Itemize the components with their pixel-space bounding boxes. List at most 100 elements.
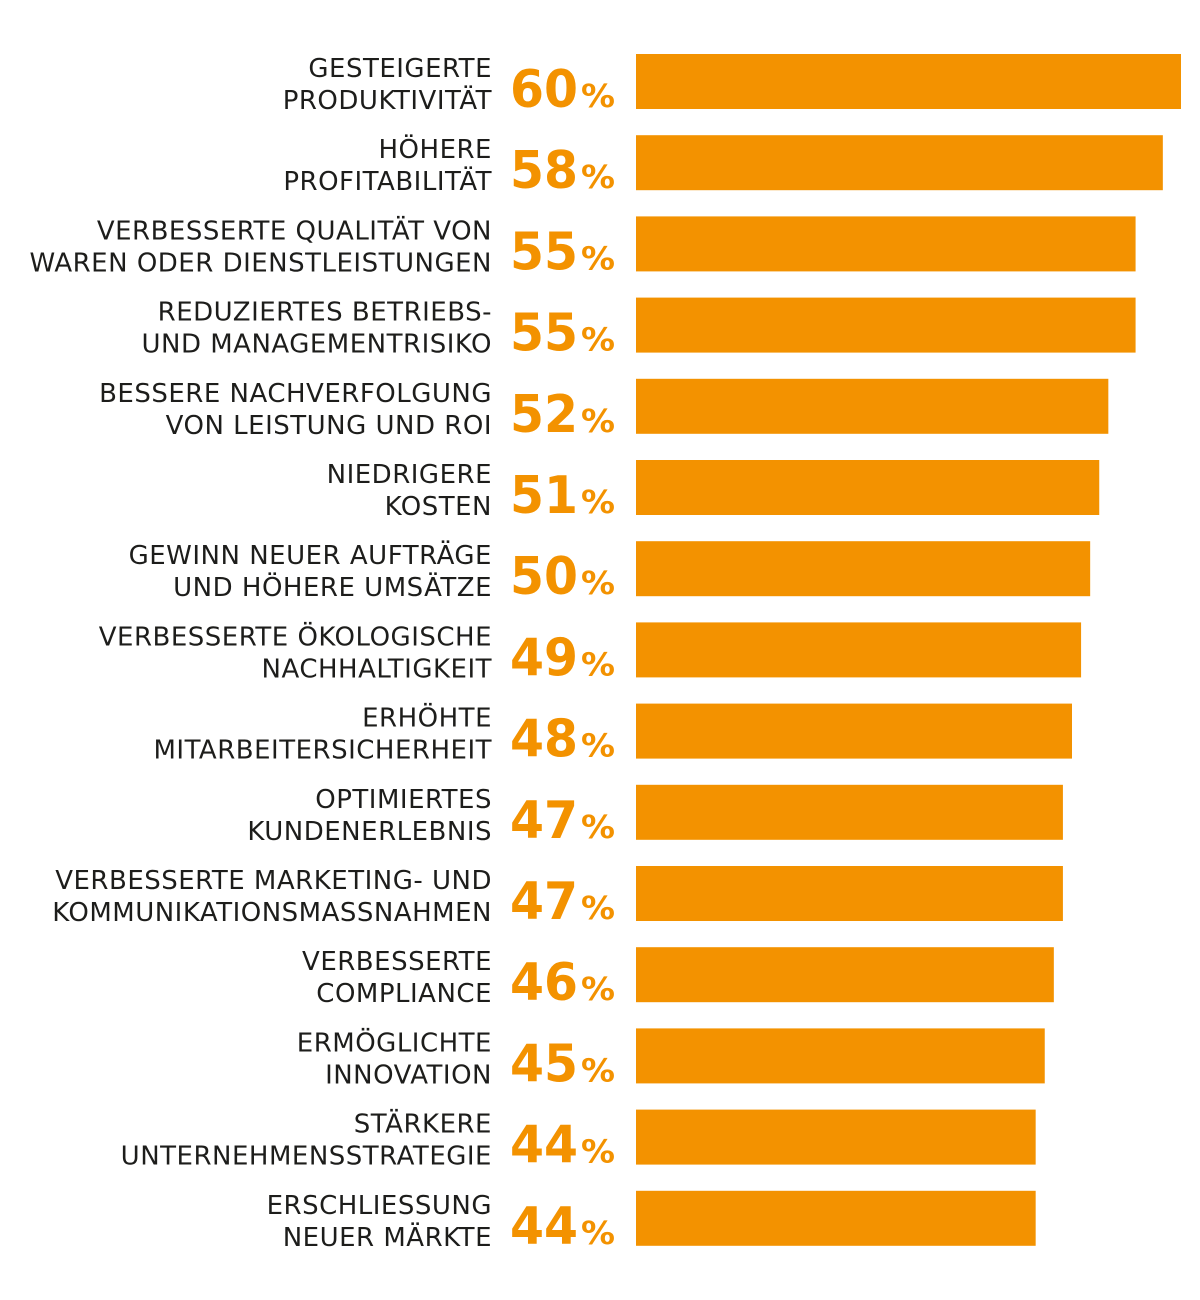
value-unit: % bbox=[581, 1133, 615, 1171]
category-label-line: NIEDRIGERE bbox=[327, 460, 492, 490]
value-number: 58 bbox=[510, 141, 578, 201]
value-label: 52% bbox=[510, 385, 615, 445]
category-label: ERHÖHTE MITARBEITERSICHERHEIT bbox=[153, 702, 492, 766]
value-unit: % bbox=[581, 402, 615, 440]
bar bbox=[636, 1190, 1036, 1246]
bar bbox=[636, 1109, 1036, 1165]
category-label-line: NACHHALTIGKEIT bbox=[262, 654, 492, 684]
value-label: 50% bbox=[510, 547, 615, 607]
value-label: 46% bbox=[510, 953, 615, 1013]
chart-row: BESSERE NACHVERFOLGUNG VON LEISTUNG UND R… bbox=[99, 378, 1109, 445]
bar bbox=[636, 297, 1136, 353]
category-label-line: ERHÖHTE bbox=[362, 702, 492, 734]
chart-row: GESTEIGERTE PRODUKTIVITÄT 60% bbox=[283, 54, 1181, 120]
category-label: NIEDRIGERE KOSTEN bbox=[327, 460, 492, 522]
value-unit: % bbox=[581, 321, 615, 359]
category-label: OPTIMIERTES KUNDENERLEBNIS bbox=[247, 785, 492, 847]
value-label: 45% bbox=[510, 1034, 615, 1094]
chart-row: VERBESSERTE ÖKOLOGISCHE NACHHALTIGKEIT 49% bbox=[99, 620, 1082, 688]
chart-row: GEWINN NEUER AUFTRÄGE UND HÖHERE UMSÄTZE 5… bbox=[129, 539, 1091, 607]
chart-row: ERSCHLIESSUNG NEUER MÄRKTE 44% bbox=[267, 1190, 1036, 1257]
value-number: 55 bbox=[510, 222, 578, 282]
category-label-line: PROFITABILITÄT bbox=[283, 165, 492, 197]
value-label: 47% bbox=[510, 872, 615, 932]
value-number: 51 bbox=[510, 466, 578, 526]
category-label: BESSERE NACHVERFOLGUNG VON LEISTUNG UND R… bbox=[99, 379, 492, 441]
category-label-line: VON LEISTUNG UND ROI bbox=[166, 411, 492, 441]
category-label: VERBESSERTE QUALITÄT VON WAREN ODER DIENS… bbox=[30, 214, 492, 278]
chart-row: VERBESSERTE COMPLIANCE 46% bbox=[302, 947, 1054, 1013]
value-unit: % bbox=[581, 727, 615, 765]
value-label: 49% bbox=[510, 628, 615, 688]
chart-row: ERMÖGLICHTE INNOVATION 45% bbox=[297, 1026, 1045, 1094]
value-label: 47% bbox=[510, 791, 615, 851]
bar bbox=[636, 378, 1109, 434]
category-label-line: INNOVATION bbox=[325, 1060, 492, 1090]
category-label: HÖHERE PROFITABILITÄT bbox=[283, 133, 492, 197]
value-unit: % bbox=[581, 889, 615, 927]
category-label-line: NEUER MÄRKTE bbox=[283, 1221, 492, 1253]
bar bbox=[636, 541, 1091, 597]
category-label-line: COMPLIANCE bbox=[316, 979, 492, 1009]
value-unit: % bbox=[581, 483, 615, 521]
category-label: GEWINN NEUER AUFTRÄGE UND HÖHERE UMSÄTZE bbox=[129, 539, 492, 603]
value-unit: % bbox=[581, 1214, 615, 1252]
value-number: 50 bbox=[510, 547, 578, 607]
value-unit: % bbox=[581, 77, 615, 115]
category-label-line: VERBESSERTE bbox=[302, 947, 492, 977]
category-label-line: UND HÖHERE UMSÄTZE bbox=[173, 571, 492, 603]
category-label-line: KUNDENERLEBNIS bbox=[247, 817, 492, 847]
value-number: 44 bbox=[510, 1116, 578, 1176]
category-label-line: STÄRKERE bbox=[354, 1108, 492, 1140]
category-label: ERSCHLIESSUNG NEUER MÄRKTE bbox=[267, 1191, 492, 1253]
category-label-line: BESSERE NACHVERFOLGUNG bbox=[99, 379, 492, 409]
category-label: VERBESSERTE COMPLIANCE bbox=[302, 947, 492, 1009]
chart-row: VERBESSERTE QUALITÄT VON WAREN ODER DIENS… bbox=[30, 214, 1136, 282]
category-label: VERBESSERTE ÖKOLOGISCHE NACHHALTIGKEIT bbox=[99, 620, 492, 684]
value-label: 55% bbox=[510, 222, 615, 282]
value-number: 44 bbox=[510, 1197, 578, 1257]
value-number: 60 bbox=[510, 60, 578, 120]
category-label-line: VERBESSERTE ÖKOLOGISCHE bbox=[99, 620, 492, 652]
category-label-line: VERBESSERTE MARKETING- UND bbox=[55, 866, 492, 896]
value-number: 55 bbox=[510, 304, 578, 364]
bar bbox=[636, 784, 1063, 840]
value-unit: % bbox=[581, 808, 615, 846]
chart-row: OPTIMIERTES KUNDENERLEBNIS 47% bbox=[247, 784, 1063, 851]
category-label-line: GESTEIGERTE bbox=[308, 54, 492, 84]
value-unit: % bbox=[581, 645, 615, 683]
category-label: VERBESSERTE MARKETING- UND KOMMUNIKATIONS… bbox=[52, 866, 492, 928]
bar bbox=[636, 866, 1063, 921]
chart-row: STÄRKERE UNTERNEHMENSSTRATEGIE 44% bbox=[121, 1108, 1036, 1176]
bar bbox=[636, 622, 1082, 678]
value-label: 48% bbox=[510, 710, 615, 770]
category-label-line: KOSTEN bbox=[385, 492, 492, 522]
bar bbox=[636, 1028, 1045, 1084]
category-label-line: VERBESSERTE QUALITÄT VON bbox=[97, 214, 492, 246]
category-label-line: GEWINN NEUER AUFTRÄGE bbox=[129, 539, 492, 571]
value-unit: % bbox=[581, 970, 615, 1008]
value-unit: % bbox=[581, 1051, 615, 1089]
chart-row: VERBESSERTE MARKETING- UND KOMMUNIKATIONS… bbox=[52, 866, 1063, 932]
bar bbox=[636, 135, 1163, 191]
category-label-line: REDUZIERTES BETRIEBS- bbox=[158, 298, 492, 328]
value-number: 52 bbox=[510, 385, 578, 445]
category-label-line: HÖHERE bbox=[379, 133, 493, 165]
category-label-line: UNTERNEHMENSSTRATEGIE bbox=[121, 1142, 492, 1172]
bar bbox=[636, 703, 1072, 759]
category-label-line: ERSCHLIESSUNG bbox=[267, 1191, 492, 1221]
bar bbox=[636, 947, 1054, 1003]
value-number: 45 bbox=[510, 1034, 578, 1094]
category-label-line: WAREN ODER DIENSTLEISTUNGEN bbox=[30, 248, 492, 278]
value-number: 48 bbox=[510, 710, 578, 770]
value-number: 49 bbox=[510, 628, 578, 688]
value-number: 47 bbox=[510, 791, 578, 851]
value-label: 44% bbox=[510, 1116, 615, 1176]
value-label: 51% bbox=[510, 466, 615, 526]
value-label: 58% bbox=[510, 141, 615, 201]
category-label-line: OPTIMIERTES bbox=[315, 785, 492, 815]
category-label-line: PRODUKTIVITÄT bbox=[283, 84, 492, 116]
category-label: ERMÖGLICHTE INNOVATION bbox=[297, 1026, 492, 1090]
bar bbox=[636, 216, 1136, 272]
